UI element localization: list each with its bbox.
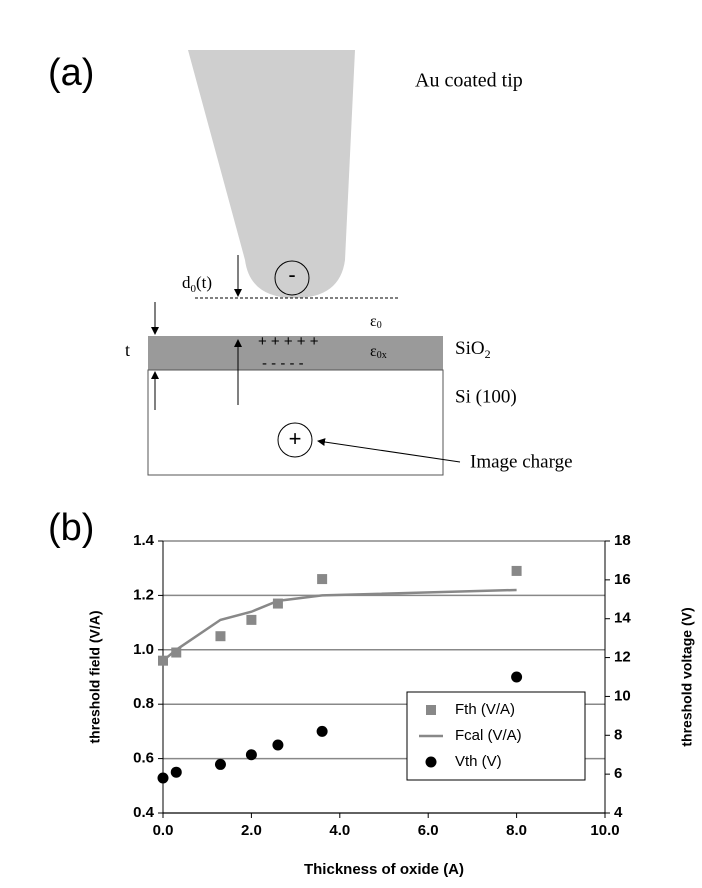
panel-label: (a) xyxy=(48,52,94,94)
thickness-label: t xyxy=(125,340,130,360)
circle-marker xyxy=(511,671,523,683)
y-axis-title: threshold field (V/A) xyxy=(87,611,103,744)
gap-label: d0(t) xyxy=(182,273,212,295)
image-charge: + xyxy=(289,426,302,451)
y2-axis-title: threshold voltage (V) xyxy=(679,607,695,746)
square-marker xyxy=(317,574,328,585)
x-axis-title: Thickness of oxide (A) xyxy=(304,861,464,878)
circle-marker xyxy=(245,749,257,761)
tip-label: Au coated tip xyxy=(415,70,523,92)
plus-row: + + + + + xyxy=(258,333,319,350)
circle-marker xyxy=(157,772,169,784)
y-tick-label: 0.8 xyxy=(133,695,154,712)
y2-tick-label: 14 xyxy=(614,610,631,627)
y2-tick-label: 16 xyxy=(614,571,631,588)
y-tick-label: 1.2 xyxy=(133,586,154,603)
legend-label: Vth (V) xyxy=(455,753,502,770)
legend-label: Fcal (V/A) xyxy=(455,727,522,744)
x-tick-label: 0.0 xyxy=(153,822,174,839)
series-line xyxy=(162,588,517,662)
y-tick-label: 1.0 xyxy=(133,641,154,658)
square-marker xyxy=(171,647,182,658)
x-tick-label: 8.0 xyxy=(506,822,527,839)
y2-tick-label: 8 xyxy=(614,726,622,743)
image-arrow xyxy=(317,438,461,463)
legend-label: Fth (V/A) xyxy=(455,701,515,718)
substrate xyxy=(147,369,444,476)
y-tick-label: 0.6 xyxy=(133,750,154,767)
image-label: Image charge xyxy=(470,451,573,472)
y2-tick-label: 10 xyxy=(614,687,631,704)
x-tick-label: 6.0 xyxy=(418,822,439,839)
minus-row: - - - - - xyxy=(262,355,304,372)
diagram: (a) Au coated tip - d0(t) ε0 ε0x + + + +… xyxy=(48,50,573,476)
x-tick-label: 10.0 xyxy=(590,822,619,839)
tip xyxy=(188,50,355,298)
tip-charge: - xyxy=(288,262,295,287)
oxide-layer xyxy=(148,336,443,370)
y2-tick-label: 4 xyxy=(614,804,623,821)
circle-marker xyxy=(214,758,226,770)
chart: (b) Thickness of oxide (A) threshold fie… xyxy=(48,507,695,878)
oxide-label: SiO2 xyxy=(455,338,491,360)
square-marker xyxy=(246,614,257,625)
y2-tick-label: 12 xyxy=(614,649,631,666)
square-marker xyxy=(272,598,283,609)
eps-oxide: ε0x xyxy=(370,343,387,362)
substrate-label: Si (100) xyxy=(455,386,517,407)
circle-marker xyxy=(316,725,328,737)
square-marker xyxy=(215,631,226,642)
x-tick-label: 4.0 xyxy=(329,822,350,839)
circle-marker xyxy=(170,766,182,778)
square-marker xyxy=(511,565,522,576)
circle-marker xyxy=(272,739,284,751)
x-tick-label: 2.0 xyxy=(241,822,262,839)
y-tick-label: 1.4 xyxy=(133,532,155,549)
y-tick-label: 0.4 xyxy=(133,804,155,821)
panel-label: (b) xyxy=(48,507,94,549)
y2-tick-label: 6 xyxy=(614,765,622,782)
tip-charge-circle xyxy=(274,260,310,296)
circle-marker xyxy=(425,756,437,768)
eps-vacuum: ε0 xyxy=(370,313,382,332)
y2-tick-label: 18 xyxy=(614,532,631,549)
image-charge-circle xyxy=(277,422,313,458)
square-marker xyxy=(426,705,436,715)
